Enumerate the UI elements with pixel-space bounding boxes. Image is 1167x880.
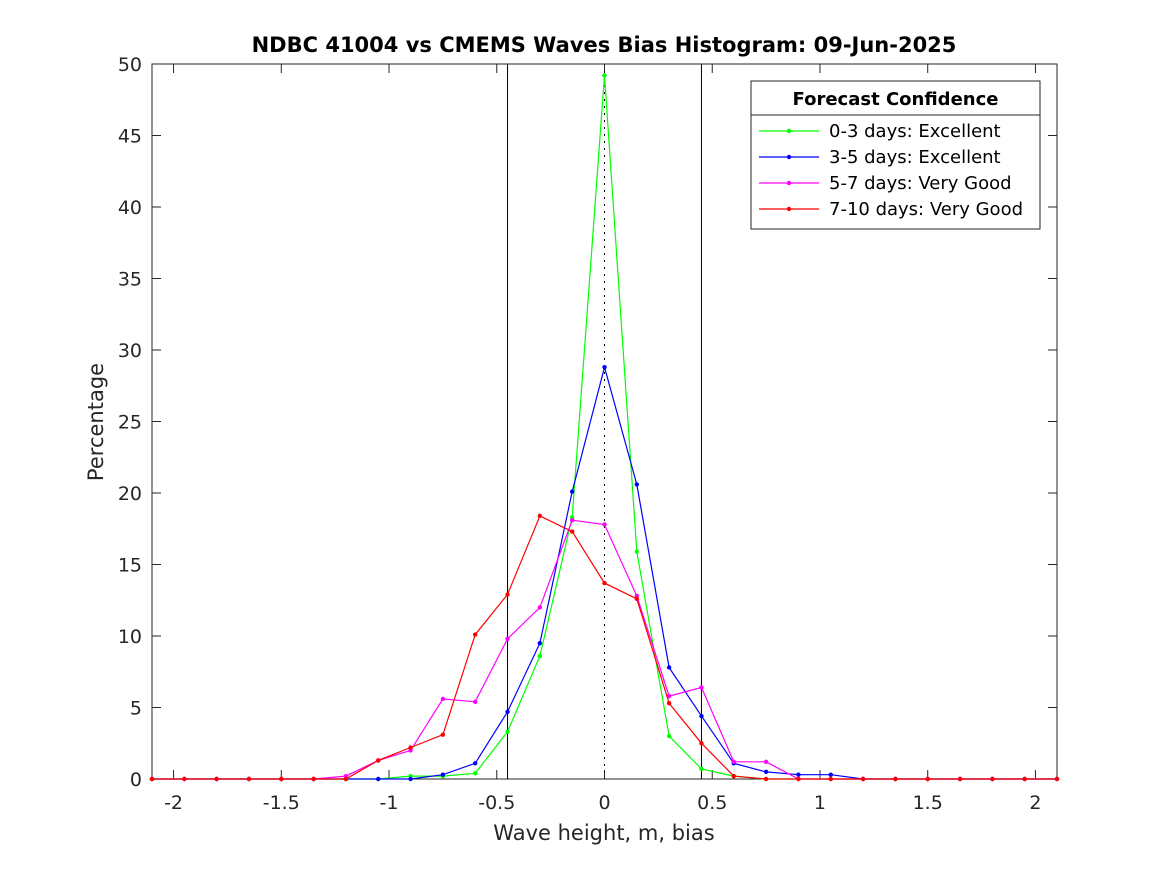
series-3-point (957, 776, 963, 782)
series-2-point (537, 605, 543, 610)
y-tick-label: 5 (130, 698, 142, 720)
y-tick-label: 40 (118, 197, 142, 219)
series-1-point (376, 776, 381, 782)
series-3-point (990, 776, 995, 782)
series-2-point (699, 685, 704, 690)
y-tick-label: 0 (130, 769, 142, 791)
series-0-point (473, 771, 478, 776)
legend-swatch-marker (786, 154, 792, 160)
legend: Forecast Confidence 0-3 days: Excellent 3-… (750, 80, 1041, 230)
series-0-point (699, 766, 704, 772)
series-3-point (343, 776, 349, 782)
series-3-point (149, 776, 155, 782)
x-tick-label: 0 (598, 792, 610, 814)
series-3-point (796, 776, 801, 782)
x-tick-label: -2 (164, 792, 183, 814)
series-0-point (505, 729, 510, 735)
series-3-point (860, 776, 866, 782)
series-3-point (731, 773, 736, 779)
legend-entry-label: 0-3 days: Excellent (829, 121, 1001, 142)
chart-title: NDBC 41004 vs CMEMS Waves Bias Histogram… (252, 33, 957, 57)
legend-swatch-marker (786, 206, 792, 212)
x-tick-label: -1 (380, 792, 399, 814)
series-3-point (666, 701, 672, 706)
series-2-point (763, 759, 769, 765)
series-3-point (473, 632, 478, 637)
series-3-point (828, 776, 833, 782)
series-1-point (602, 364, 607, 370)
y-tick-label: 45 (118, 126, 142, 148)
series-3-point (634, 596, 640, 602)
series-3-point (182, 776, 187, 782)
series-3-point (1054, 776, 1060, 782)
legend-swatch-marker (786, 128, 792, 134)
x-tick-label: 1.5 (913, 792, 943, 814)
series-1-point (763, 769, 769, 775)
legend-entry-label: 3-5 days: Excellent (829, 147, 1001, 168)
series-1-point (537, 640, 543, 646)
series-3-point (408, 745, 413, 750)
series-3-point (376, 758, 381, 763)
series-0-point (634, 549, 640, 554)
y-tick-label: 30 (118, 340, 142, 362)
series-3-point (537, 513, 543, 519)
series-1-point (473, 761, 478, 766)
series-3-point (1022, 776, 1027, 782)
series-3-point (440, 732, 446, 737)
plot-area: -2 -1.5 -1 -0.5 0 0.5 1 1.5 20510152025303540455… (118, 54, 1060, 814)
y-tick-label: 25 (118, 412, 142, 434)
series-0-point (666, 733, 672, 739)
x-tick-label: -0.5 (478, 792, 515, 814)
x-axis-title: Wave height, m, bias (493, 821, 714, 845)
series-2-point (473, 699, 478, 704)
x-tick-label: 2 (1029, 792, 1041, 814)
series-3-point (763, 776, 769, 782)
legend-entry-label: 7-10 days: Very Good (829, 199, 1023, 220)
series-0-point (602, 73, 607, 78)
series-3-point (699, 741, 704, 746)
series-0-point (537, 653, 543, 659)
y-tick-label: 35 (118, 269, 142, 291)
series-line-2 (152, 519, 1057, 780)
x-tick-label: -1.5 (263, 792, 300, 814)
y-tick-label: 10 (118, 626, 142, 648)
series-1-point (505, 709, 510, 714)
series-1-point (440, 772, 446, 777)
series-3-point (925, 776, 930, 782)
series-1-point (699, 713, 704, 719)
legend-entry-label: 5-7 days: Very Good (829, 173, 1012, 194)
series-3-point (279, 776, 284, 782)
series-3-point (893, 776, 898, 782)
series-3-point (246, 776, 252, 782)
series-1-point (569, 489, 575, 494)
y-tick-label: 50 (118, 54, 142, 76)
series-3-point (311, 776, 316, 782)
y-tick-label: 15 (118, 555, 142, 577)
y-axis-title: Percentage (84, 363, 108, 481)
legend-swatch-marker (786, 180, 792, 186)
series-2-point (505, 636, 510, 642)
series-1-point (796, 772, 801, 777)
series-2-point (666, 693, 672, 699)
series-2-point (731, 759, 736, 765)
series-2-point (440, 696, 446, 702)
series-3-point (569, 529, 575, 534)
series-3-point (505, 592, 510, 597)
x-tick-label: 0.5 (697, 792, 727, 814)
legend-box (750, 80, 1041, 230)
series-3-point (602, 580, 607, 586)
y-tick-label: 20 (118, 483, 142, 505)
series-1-point (666, 665, 672, 670)
series-1-point (634, 482, 640, 487)
legend-title: Forecast Confidence (793, 89, 999, 110)
x-tick-label: 1 (814, 792, 826, 814)
series-2-point (569, 517, 575, 523)
series-3-point (214, 776, 219, 782)
series-1-point (408, 776, 413, 782)
series-1-point (828, 772, 833, 777)
series-2-point (602, 522, 607, 527)
